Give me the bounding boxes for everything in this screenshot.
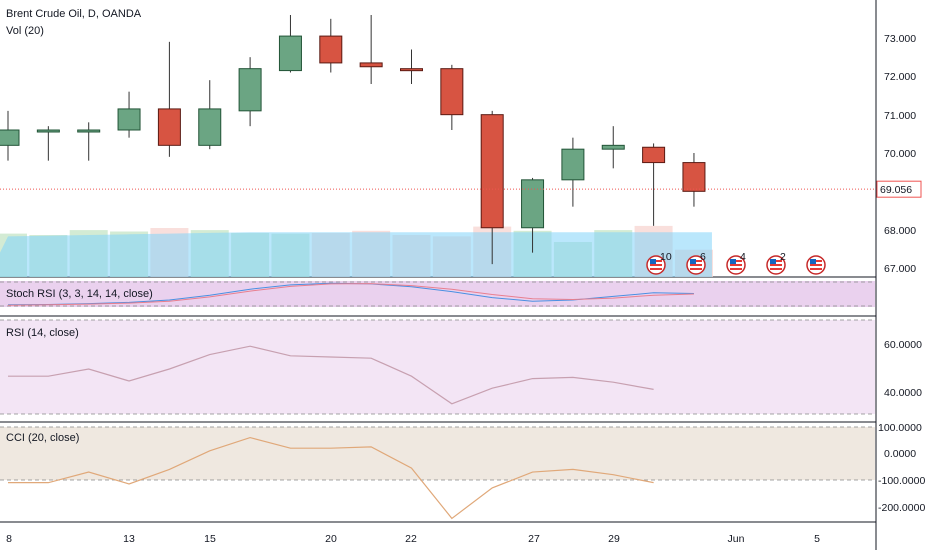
candle-body: [561, 148, 585, 181]
flag-stripe: [650, 268, 662, 270]
flag-stripe: [730, 268, 742, 270]
volume-title: Vol (20): [6, 25, 44, 37]
us-flag-event-icon[interactable]: 4: [726, 251, 746, 275]
us-flag-event-icon[interactable]: [806, 255, 826, 275]
candle-body: [440, 68, 464, 116]
flag-canton: [730, 259, 736, 264]
time-tick-label: 5: [814, 533, 820, 545]
us-flag-event-icon[interactable]: 6: [686, 251, 706, 275]
cci-title: CCI (20, close): [6, 432, 79, 444]
cci-line: [8, 436, 654, 520]
cci-tick-label: 100.0000: [878, 422, 922, 434]
candle-body: [117, 108, 141, 131]
candle-body: [400, 68, 423, 72]
event-count: 4: [740, 251, 746, 263]
candle-layer[interactable]: [0, 15, 706, 265]
event-count: 6: [700, 251, 706, 263]
flag-stripe: [730, 264, 742, 266]
candle-body: [77, 129, 101, 133]
time-tick-label: 8: [6, 533, 12, 545]
candle-body: [157, 108, 181, 146]
time-tick-label: 29: [608, 533, 620, 545]
stoch-line: [7, 283, 694, 306]
flag-stripe: [690, 268, 702, 270]
rsi-line: [8, 345, 654, 405]
stoch-title: Stoch RSI (3, 3, 14, 14, close): [6, 288, 153, 300]
flag-canton: [770, 259, 776, 264]
price-tick-label: 70.000: [884, 148, 916, 160]
flag-canton: [650, 259, 656, 264]
cci-pane-bg: [0, 427, 875, 480]
cci-tick-label: 0.0000: [884, 448, 916, 460]
price-tick-label: 68.000: [884, 225, 916, 237]
candle-body: [36, 129, 60, 133]
event-layer[interactable]: 10 6 4 2: [646, 251, 826, 275]
stoch-layer: [7, 282, 694, 306]
rsi-layer: [8, 345, 654, 405]
candle-body: [198, 108, 222, 146]
candle-body: [359, 62, 383, 68]
volume-layer: [0, 225, 713, 277]
flag-stripe: [810, 264, 822, 266]
flag-stripe: [810, 268, 822, 270]
rsi-title: RSI (14, close): [6, 327, 79, 339]
event-count: 10: [660, 251, 672, 263]
chart-title: Brent Crude Oil, D, OANDA: [6, 8, 142, 20]
candle-body: [238, 68, 262, 112]
flag-stripe: [770, 264, 782, 266]
event-count: 2: [780, 251, 786, 263]
price-tick-label: 71.000: [884, 110, 916, 122]
time-tick-label: 27: [528, 533, 540, 545]
flag-stripe: [690, 264, 702, 266]
time-tick-label: Jun: [728, 533, 745, 545]
candle-body: [682, 162, 706, 192]
flag-stripe: [650, 264, 662, 266]
candle-body: [0, 129, 20, 146]
us-flag-event-icon[interactable]: 10: [646, 251, 672, 275]
price-tick-label: 73.000: [884, 33, 916, 45]
rsi-tick-label: 40.0000: [884, 387, 922, 399]
last-price-badge: [876, 180, 922, 198]
candle-body: [521, 179, 545, 229]
cci-layer: [8, 436, 654, 520]
candle-body: [278, 35, 302, 72]
rsi-tick-label: 60.0000: [884, 339, 922, 351]
candle-body: [642, 146, 666, 164]
us-flag-event-icon[interactable]: 2: [766, 251, 786, 275]
time-tick-label: 20: [325, 533, 337, 545]
time-tick-label: 13: [123, 533, 135, 545]
candle-body: [319, 35, 343, 64]
candle-body: [601, 144, 625, 150]
flag-canton: [690, 259, 696, 264]
flag-stripe: [770, 268, 782, 270]
last-price-label: 69.056: [880, 184, 912, 196]
time-tick-label: 15: [204, 533, 216, 545]
rsi-pane-bg: [0, 320, 875, 414]
volume-ma-area: [0, 232, 712, 277]
candle-body: [480, 114, 504, 229]
cci-tick-label: -100.0000: [878, 475, 925, 487]
price-tick-label: 72.000: [884, 71, 916, 83]
cci-tick-label: -200.0000: [878, 502, 925, 514]
time-tick-label: 22: [405, 533, 417, 545]
flag-canton: [810, 259, 816, 264]
price-tick-label: 67.000: [884, 263, 916, 275]
